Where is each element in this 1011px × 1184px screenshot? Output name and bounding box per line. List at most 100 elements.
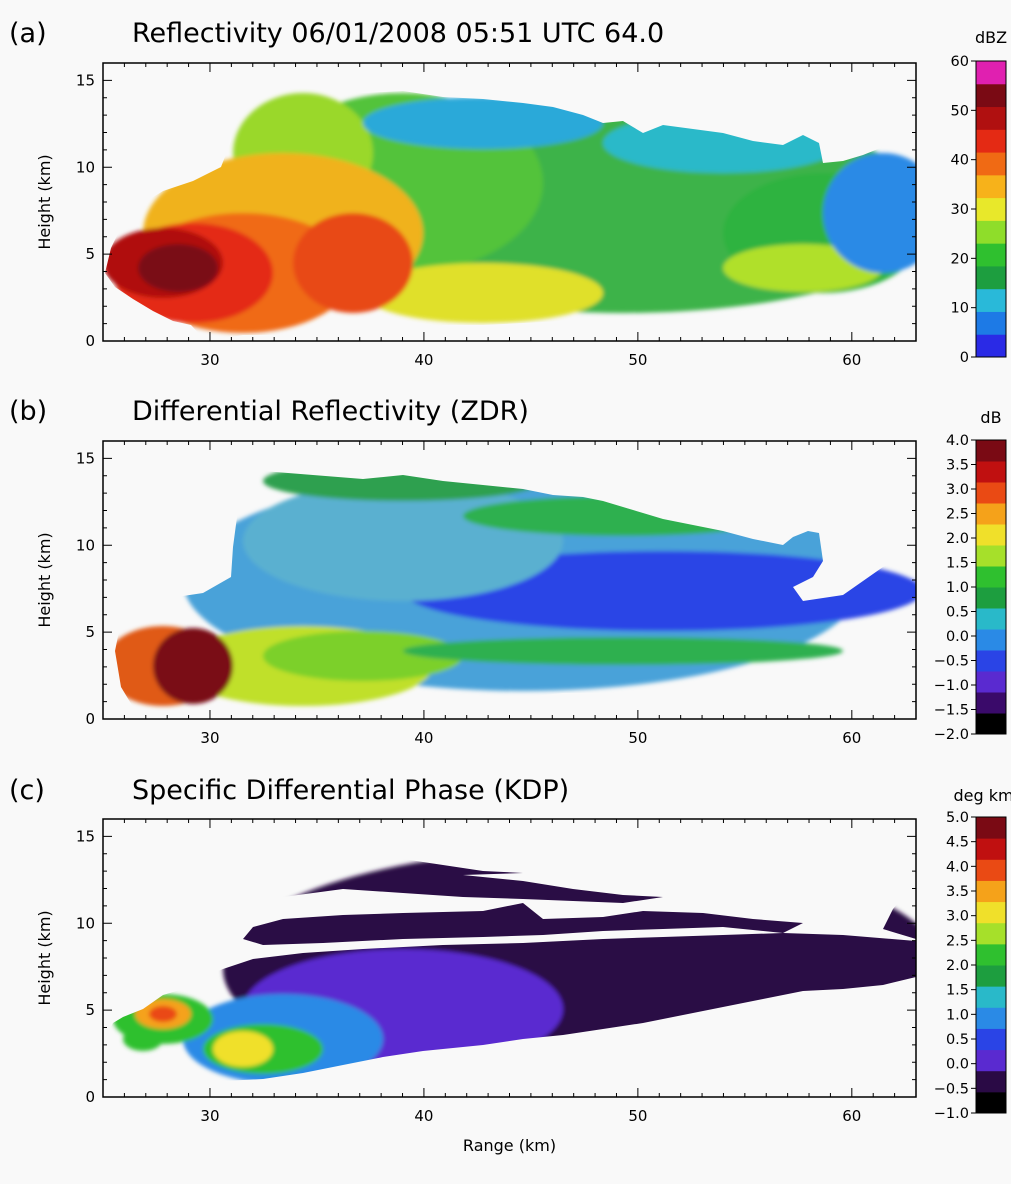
colorbar-tick-label: 1.0 xyxy=(946,580,969,596)
colorbar-swatch xyxy=(976,817,1006,839)
y-tick-label: 5 xyxy=(85,623,95,641)
colorbar-swatch xyxy=(976,288,1006,312)
colorbar-swatch xyxy=(976,545,1006,567)
echo-region xyxy=(115,471,916,706)
colorbar-swatch xyxy=(976,608,1006,630)
echo-blob xyxy=(138,244,218,292)
colorbar-tick-label: 4.5 xyxy=(946,835,969,851)
y-tick-label: 0 xyxy=(85,332,95,350)
colorbar-swatch xyxy=(976,265,1006,290)
x-tick-label: 60 xyxy=(842,351,861,369)
colorbar-tick-label: 1.5 xyxy=(946,556,969,572)
echo-blob xyxy=(263,471,543,501)
x-tick-label: 50 xyxy=(628,729,647,747)
colorbar-swatch xyxy=(976,220,1006,244)
echo-blob xyxy=(213,1031,273,1067)
colorbar-tick-label: −2.0 xyxy=(934,727,969,743)
echo-blob xyxy=(603,113,843,173)
colorbar-swatch xyxy=(976,197,1006,221)
y-tick-label: 15 xyxy=(76,71,95,89)
panel-title: Differential Reflectivity (ZDR) xyxy=(132,396,529,427)
colorbar-swatch xyxy=(976,965,1006,987)
echo-blob xyxy=(263,631,463,681)
y-tick-label: 0 xyxy=(85,710,95,728)
echo-blob xyxy=(149,1006,177,1022)
colorbar-swatch xyxy=(976,106,1006,130)
colorbar-swatch xyxy=(976,838,1006,860)
y-tick-label: 0 xyxy=(85,1088,95,1106)
y-tick-label: 10 xyxy=(76,158,95,176)
colorbar-swatch xyxy=(976,943,1006,966)
colorbar-tick-label: 3.5 xyxy=(946,884,969,900)
colorbar-swatch xyxy=(976,1007,1006,1029)
colorbar-unit: deg km⁻¹ xyxy=(954,786,1011,805)
colorbar-tick-label: 2.5 xyxy=(946,933,969,949)
colorbar-tick-label: 2.0 xyxy=(946,531,969,547)
colorbar-swatch xyxy=(976,901,1006,924)
colorbar-swatch xyxy=(976,61,1006,85)
echo-blob xyxy=(153,628,233,704)
colorbar-unit: dB xyxy=(980,408,1001,427)
colorbar-tick-label: 30 xyxy=(951,202,969,218)
colorbar-tick-label: −1.0 xyxy=(934,1106,969,1122)
echo-shading xyxy=(115,471,916,706)
panel-title: Specific Differential Phase (KDP) xyxy=(132,775,569,806)
y-tick-label: 5 xyxy=(85,245,95,263)
x-tick-label: 40 xyxy=(414,351,433,369)
colorbar-swatch xyxy=(976,461,1006,483)
x-tick-label: 50 xyxy=(628,351,647,369)
colorbar-tick-label: −1.0 xyxy=(934,678,969,694)
panel-b: (b) Differential Reflectivity (ZDR)30 40 50… xyxy=(9,396,1007,747)
y-axis-label: Height (km) xyxy=(35,154,54,249)
colorbar-swatch xyxy=(976,524,1006,546)
colorbar-swatch xyxy=(976,986,1006,1008)
y-tick-label: 15 xyxy=(76,449,95,467)
colorbar-swatch xyxy=(976,692,1006,714)
echo-blob xyxy=(823,153,916,273)
colorbar-swatch xyxy=(976,311,1006,335)
panel-label: (c) xyxy=(9,775,45,806)
panel-a: (a) Reflectivity 06/01/2008 05:51 UTC 64.… xyxy=(9,18,1007,369)
colorbar-tick-label: 1.0 xyxy=(946,1007,969,1023)
colorbar-tick-label: 20 xyxy=(951,251,969,267)
echo-blob xyxy=(363,97,603,149)
y-tick-label: 15 xyxy=(76,827,95,845)
colorbar-unit: dBZ xyxy=(975,28,1007,47)
panel-label: (b) xyxy=(9,396,47,427)
x-tick-label: 50 xyxy=(628,1107,647,1125)
x-tick-label: 60 xyxy=(842,1107,861,1125)
colorbar-tick-label: 1.5 xyxy=(946,983,969,999)
echo-blob xyxy=(123,1027,163,1051)
colorbar-swatch xyxy=(976,83,1006,108)
echo-shading xyxy=(113,855,916,1081)
x-tick-label: 30 xyxy=(200,729,219,747)
colorbar-swatch xyxy=(976,1028,1006,1051)
colorbar-swatch xyxy=(976,671,1006,693)
colorbar-swatch xyxy=(976,587,1006,609)
echo-blob xyxy=(463,496,783,536)
colorbar: 4.0 3.5 3.0 2.5 2.0 1.5 1.0 0.5 0.0 −0.5 −1.0 −1.5 −… xyxy=(934,408,1007,743)
panel-c: (c) Specific Differential Phase (KDP) 30 40… xyxy=(9,775,1011,1155)
radar-field xyxy=(105,93,916,333)
echo-shading xyxy=(105,93,916,333)
colorbar-swatch xyxy=(976,650,1006,672)
colorbar-tick-label: −0.5 xyxy=(934,1081,969,1097)
y-tick-label: 10 xyxy=(76,536,95,554)
y-tick-label: 5 xyxy=(85,1001,95,1019)
x-tick-label: 60 xyxy=(842,729,861,747)
colorbar-swatch xyxy=(976,1091,1006,1114)
colorbar-swatch xyxy=(976,629,1006,651)
colorbar-swatch xyxy=(976,482,1006,504)
colorbar-swatch xyxy=(976,1049,1006,1072)
colorbar-swatch xyxy=(976,440,1006,462)
colorbar-tick-label: 40 xyxy=(951,153,969,169)
colorbar-tick-label: −1.5 xyxy=(934,703,969,719)
colorbar-swatch xyxy=(976,174,1006,199)
colorbar: 60 50 40 30 20 10 0 dBZ xyxy=(951,28,1008,366)
colorbar-swatch xyxy=(976,334,1006,358)
echo-region xyxy=(113,855,916,1081)
colorbar-tick-label: 50 xyxy=(951,103,969,119)
echo-blob xyxy=(293,213,413,313)
